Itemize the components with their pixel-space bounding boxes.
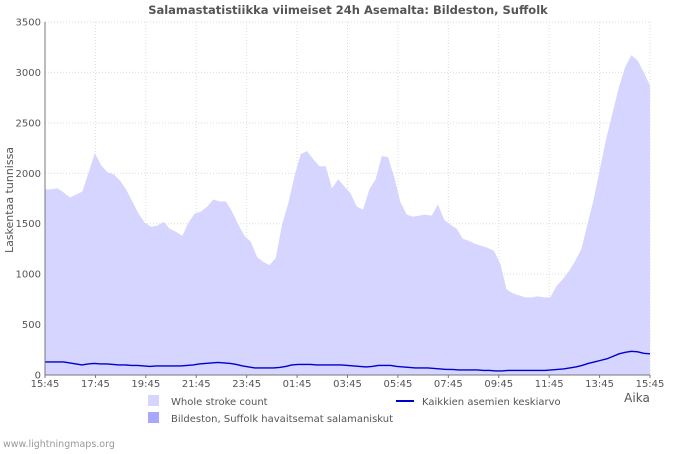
y-tick-label: 1000 — [16, 270, 41, 281]
y-axis-label: Laskentaa tunnissa — [3, 147, 16, 253]
x-tick-label: 15:45 — [636, 379, 665, 390]
y-tick-label: 2500 — [16, 118, 41, 129]
y-tick-label: 1500 — [16, 219, 41, 230]
legend-label-whole-stroke-count: Whole stroke count — [171, 397, 268, 408]
y-tick-label: 0 — [35, 371, 41, 382]
x-tick-label: 01:45 — [283, 379, 312, 390]
y-tick-label: 2000 — [16, 169, 41, 180]
y-tick-label: 3500 — [16, 18, 41, 29]
x-tick-label: 09:45 — [484, 379, 513, 390]
series-area-0 — [45, 55, 650, 375]
axes: 0 500 1000 1500 2000 2500 3000 3500 15:45 17:45 19… — [16, 18, 665, 391]
series-line-2 — [45, 350, 651, 372]
x-tick-label: 23:45 — [232, 379, 261, 390]
x-tick-label: 13:45 — [585, 379, 614, 390]
legend: Whole stroke count Kaikkien asemien kesk… — [148, 395, 561, 425]
legend-swatch-station-strokes — [148, 412, 159, 423]
x-tick-label: 19:45 — [131, 379, 160, 390]
x-tick-label: 21:45 — [182, 379, 211, 390]
x-tick-label: 11:45 — [535, 379, 564, 390]
legend-label-station-average: Kaikkien asemien keskiarvo — [422, 397, 561, 408]
footer-credit: www.lightningmaps.org — [3, 439, 115, 450]
chart-title: Salamastatistiikka viimeiset 24h Asemalt… — [148, 3, 548, 17]
legend-swatch-whole-stroke-count — [148, 395, 159, 406]
x-tick-label: 15:45 — [31, 379, 60, 390]
x-tick-label: 03:45 — [333, 379, 362, 390]
y-tick-label: 3000 — [16, 68, 41, 79]
x-tick-label: 07:45 — [434, 379, 463, 390]
legend-label-station-strokes: Bildeston, Suffolk havaitsemat salamanis… — [171, 414, 393, 425]
y-tick-label: 500 — [22, 320, 41, 331]
x-tick-label: 17:45 — [81, 379, 110, 390]
series-layer — [45, 55, 651, 375]
x-axis-label: Aika — [624, 391, 650, 405]
x-tick-label: 05:45 — [384, 379, 413, 390]
